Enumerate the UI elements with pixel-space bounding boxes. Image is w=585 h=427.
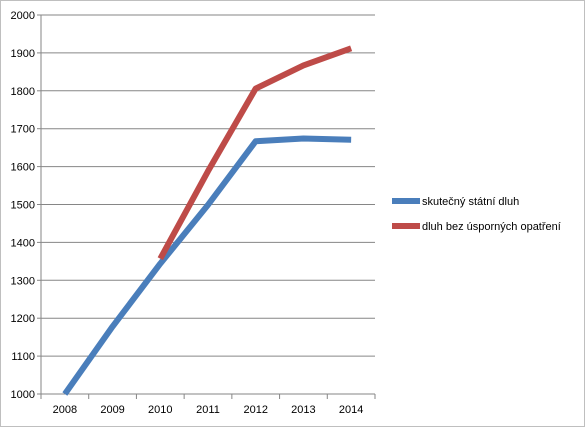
y-tick-label-1900: 1900	[11, 48, 35, 60]
y-tick-label-1200: 1200	[11, 313, 35, 325]
x-tick-label-2008: 2008	[53, 404, 77, 416]
x-tick-label-2011: 2011	[196, 404, 220, 416]
x-tick-label-2014: 2014	[339, 404, 363, 416]
series-lines	[62, 45, 353, 396]
x-tick-label-2012: 2012	[243, 404, 267, 416]
legend: skutečný státní dluh dluh bez úsporných o…	[392, 196, 561, 233]
y-tick-label-1600: 1600	[11, 162, 35, 174]
y-tick-label-1400: 1400	[11, 237, 35, 249]
y-tick-label-1000: 1000	[11, 389, 35, 401]
y-tick-label-1300: 1300	[11, 275, 35, 287]
series-line-1	[62, 135, 352, 396]
legend-label-2: dluh bez úsporných opatření	[422, 221, 561, 233]
y-tick-label-1700: 1700	[11, 124, 35, 136]
axes	[37, 14, 376, 399]
y-axis-tick-labels: 1000 1100 1200 1300 1400 1500 1600 1700 1800 1900…	[11, 10, 35, 401]
x-tick-label-2010: 2010	[148, 404, 172, 416]
series-line-2	[157, 45, 353, 261]
y-tick-label-2000: 2000	[11, 10, 35, 22]
x-tick-label-2013: 2013	[291, 404, 315, 416]
x-axis-tick-labels: 2008 2009 2010 2011 2012 2013 2014	[53, 404, 364, 416]
y-tick-label-1500: 1500	[11, 200, 35, 212]
y-tick-label-1800: 1800	[11, 86, 35, 98]
legend-label-1: skutečný státní dluh	[422, 196, 519, 208]
y-tick-label-1100: 1100	[11, 351, 35, 363]
x-tick-label-2009: 2009	[100, 404, 124, 416]
